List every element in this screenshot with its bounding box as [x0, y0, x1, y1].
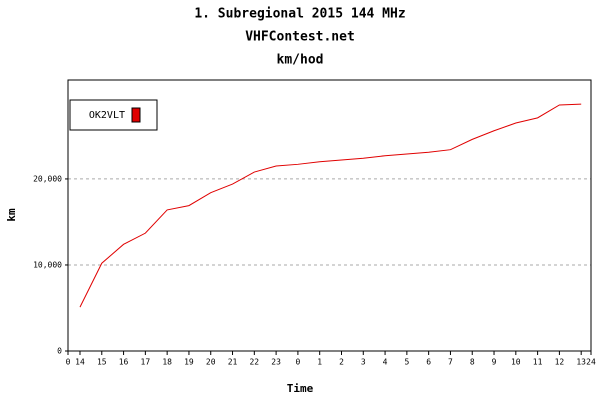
x-tick-label: 16 — [119, 358, 129, 367]
x-tick-label: 4 — [383, 358, 388, 367]
x-tick-label: 5 — [404, 358, 409, 367]
legend-label: OK2VLT — [89, 110, 125, 121]
x-tick-label: 1 — [317, 358, 322, 367]
x-tick-label: 18 — [162, 358, 172, 367]
x-tick-label: 21 — [228, 358, 238, 367]
x-tick-label: 2 — [339, 358, 344, 367]
data-line — [79, 103, 582, 308]
x-tick-label: 22 — [249, 358, 259, 367]
plot-frame — [67, 79, 592, 352]
x-tick-label: 24 — [586, 358, 596, 367]
x-tick-label: 3 — [361, 358, 366, 367]
chart-subtitle: VHFContest.net — [245, 30, 355, 45]
x-tick-label: 12 — [555, 358, 565, 367]
y-tick-label: 0 — [57, 347, 62, 356]
y-tick-label: 10,000 — [33, 260, 62, 269]
legend-swatch — [131, 107, 141, 123]
chart-title: 1. Subregional 2015 144 MHz — [194, 7, 405, 22]
x-tick-label: 6 — [426, 358, 431, 367]
y-axis-label: km — [5, 208, 18, 222]
x-tick-label: 23 — [271, 358, 281, 367]
x-tick-label: 9 — [492, 358, 497, 367]
x-tick-label: 17 — [141, 358, 151, 367]
x-tick-label: 7 — [448, 358, 453, 367]
x-axis-label: Time — [287, 382, 314, 395]
x-tick-label: 0 — [66, 358, 71, 367]
x-tick-label: 19 — [184, 358, 194, 367]
x-tick-label: 8 — [470, 358, 475, 367]
x-tick-label: 0 — [295, 358, 300, 367]
x-tick-label: 20 — [206, 358, 216, 367]
x-tick-label: 11 — [533, 358, 543, 367]
x-tick-label: 15 — [97, 358, 107, 367]
x-tick-label: 14 — [75, 358, 85, 367]
legend-box — [69, 99, 158, 131]
chart-subtitle: km/hod — [277, 53, 324, 68]
x-tick-label: 10 — [511, 358, 521, 367]
y-tick-label: 20,000 — [33, 174, 62, 183]
x-tick-label: 13 — [576, 358, 586, 367]
